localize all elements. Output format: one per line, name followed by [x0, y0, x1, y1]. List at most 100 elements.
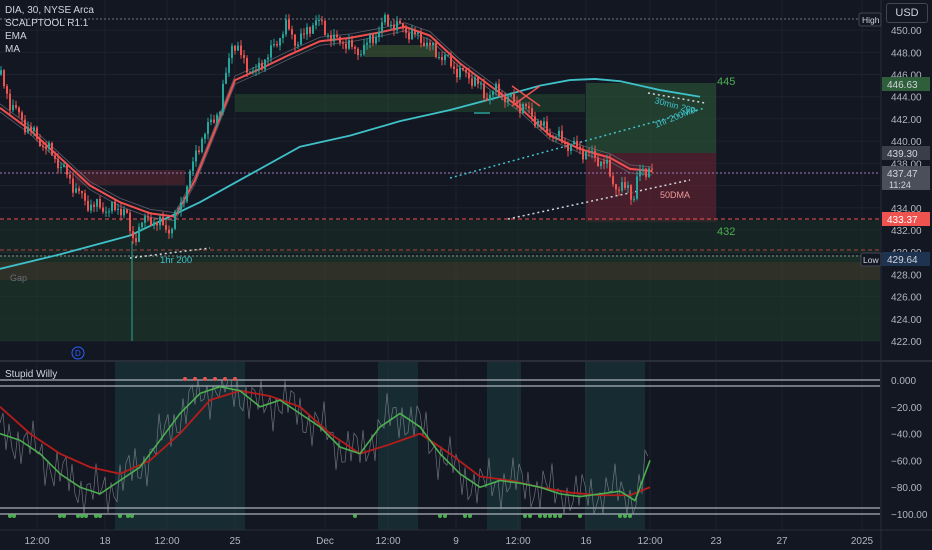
osc-slow-line: [0, 389, 651, 497]
candle-body: [345, 43, 347, 49]
osc-buy-dot: [98, 514, 102, 518]
osc-sell-dot: [213, 377, 217, 381]
candle-body: [300, 33, 302, 45]
gap-zone: [0, 262, 880, 280]
candle-body: [192, 161, 194, 171]
target-low-label: 432: [717, 226, 735, 238]
osc-band-4: [585, 362, 645, 530]
candle-body: [105, 211, 107, 213]
candle-body: [471, 78, 473, 86]
osc-buy-dot: [523, 514, 527, 518]
candle-body: [186, 186, 188, 202]
candle-body: [240, 45, 242, 56]
svg-text:437.47: 437.47: [887, 169, 918, 180]
time-tick-label: 12:00: [505, 536, 530, 547]
candle-body: [180, 202, 182, 212]
candle-body: [84, 193, 86, 201]
candle-body: [588, 151, 590, 153]
candle-body: [651, 168, 653, 170]
candle-body: [291, 29, 293, 35]
candle-body: [150, 217, 152, 226]
osc-buy-dot: [62, 514, 66, 518]
time-tick-label: 16: [580, 536, 592, 547]
symbol-legend[interactable]: DIA, 30, NYSE Arca: [5, 5, 94, 16]
candle-body: [324, 20, 326, 36]
candle-body: [522, 104, 524, 114]
candle-body: [600, 161, 602, 167]
candle-body: [576, 141, 578, 147]
price-tick-label: 440.00: [891, 137, 922, 148]
candle-body: [591, 150, 593, 153]
indicator-legend-ema[interactable]: EMA: [5, 31, 27, 42]
indicator-legend-scalptool[interactable]: SCALPTOOL R1.1: [5, 18, 89, 29]
candle-body: [420, 32, 422, 43]
indicator-legend-ma[interactable]: MA: [5, 44, 20, 55]
osc-buy-dot: [578, 514, 582, 518]
candle-body: [339, 37, 341, 43]
candle-body: [108, 211, 110, 213]
candle-body: [573, 141, 575, 145]
osc-tick-label: −100.00: [891, 510, 928, 521]
current-price-badge: 437.47 11:24: [882, 166, 930, 190]
dividend-marker[interactable]: D: [71, 346, 85, 360]
low-badge: Low: [860, 252, 882, 267]
candle-body: [204, 133, 206, 139]
candle-body: [171, 228, 173, 234]
candle-body: [21, 112, 23, 120]
candle-body: [456, 68, 458, 78]
time-tick-label: 12:00: [637, 536, 662, 547]
candle-body: [273, 44, 275, 46]
candle-body: [153, 222, 155, 226]
candle-body: [435, 42, 437, 58]
candle-body: [159, 216, 161, 226]
osc-band-3: [487, 362, 521, 530]
candle-body: [129, 212, 131, 232]
svg-text:433.37: 433.37: [887, 215, 918, 226]
osc-sell-dot: [203, 377, 207, 381]
currency-button[interactable]: USD: [886, 3, 928, 23]
candle-body: [564, 142, 566, 145]
svg-text:D: D: [75, 349, 81, 358]
candle-body: [525, 104, 527, 107]
candle-body: [540, 121, 542, 126]
candle-body: [336, 34, 338, 38]
candle-body: [615, 184, 617, 190]
candle-body: [213, 119, 215, 123]
candle-body: [99, 199, 101, 208]
osc-buy-dot: [528, 514, 532, 518]
candle-body: [72, 178, 74, 193]
oscillator-title[interactable]: Stupid Willy: [5, 369, 58, 380]
oscillator-axis[interactable]: 0.000 −20.00 −40.00 −60.00 −80.00 −100.00: [891, 376, 928, 521]
target-price-badge: 446.63: [882, 77, 930, 91]
candle-body: [216, 114, 218, 123]
osc-buy-dot: [84, 514, 88, 518]
time-tick-label: 23: [710, 536, 722, 547]
candle-body: [6, 86, 8, 94]
candle-body: [558, 130, 560, 137]
zone-top-badge: 439.30: [882, 146, 930, 160]
osc-buy-dot: [94, 514, 98, 518]
osc-buy-dot: [12, 514, 16, 518]
candle-body: [87, 200, 89, 211]
price-tick-label: 428.00: [891, 270, 922, 281]
oscillator-signal-dots: [8, 377, 632, 518]
time-tick-label: 25: [229, 536, 241, 547]
time-axis[interactable]: 12:00 18 12:00 25 Dec 12:00 9 12:00 16 12:00 23 27 2…: [24, 536, 873, 547]
price-tick-label: 444.00: [891, 93, 922, 104]
candle-body: [408, 32, 410, 40]
oscillator-lines: [0, 379, 651, 515]
candle-body: [195, 150, 197, 162]
candle-body: [264, 59, 266, 70]
candle-body: [327, 35, 329, 37]
candle-body: [39, 138, 41, 147]
candle-body: [57, 158, 59, 169]
candle-body: [312, 25, 314, 34]
candle-body: [138, 227, 140, 242]
candle-body: [234, 45, 236, 51]
candle-body: [543, 121, 545, 126]
candle-body: [231, 45, 233, 59]
candle-body: [147, 216, 149, 218]
osc-buy-dot: [628, 514, 632, 518]
candle-body: [36, 127, 38, 139]
candle-body: [438, 56, 440, 58]
